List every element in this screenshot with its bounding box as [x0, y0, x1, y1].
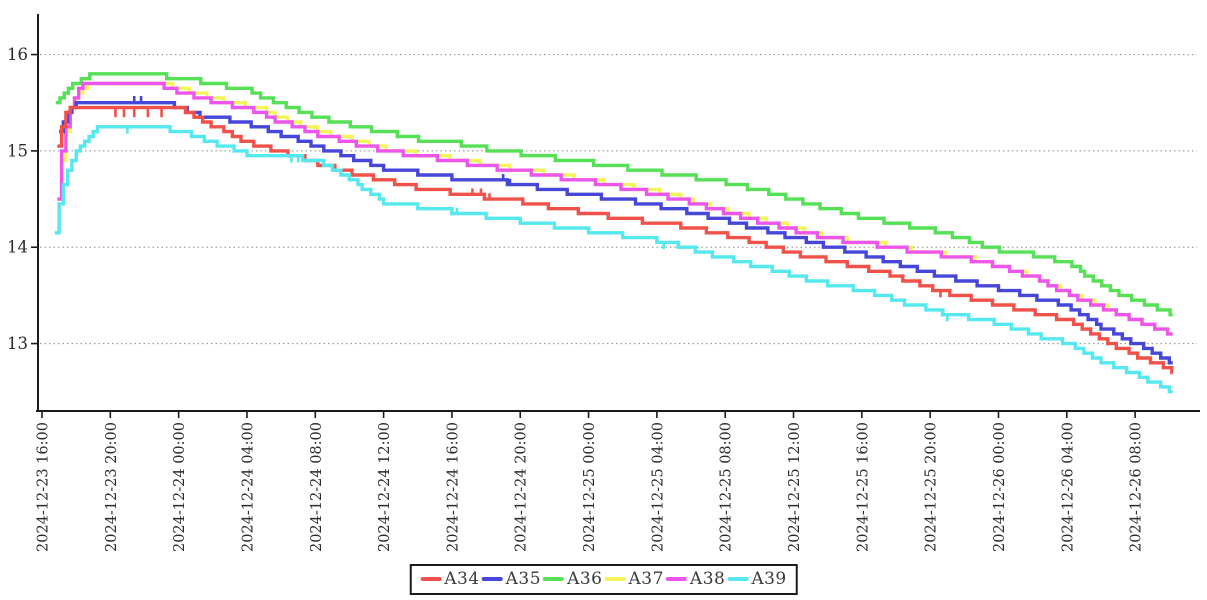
x-tick-label-16: 2024-12-26 08:00 [1129, 422, 1145, 552]
series-line-a35 [59, 101, 1173, 365]
legend-swatch-a38 [665, 577, 687, 581]
legend-label-a37: A37 [628, 569, 664, 589]
legend-item-a34: A34 [420, 568, 479, 590]
x-tick-label-7: 2024-12-24 20:00 [514, 422, 530, 552]
legend-swatch-a36 [543, 577, 565, 581]
legend-label-a39: A39 [751, 569, 787, 589]
legend-swatch-a39 [727, 577, 749, 581]
x-tick-label-2: 2024-12-24 00:00 [172, 422, 188, 552]
series-line-a36 [55, 72, 1173, 317]
legend-item-a39: A39 [727, 568, 786, 590]
x-tick-label-13: 2024-12-25 20:00 [924, 422, 940, 552]
legend-swatch-a37 [604, 577, 626, 581]
series-line-a37 [57, 81, 1173, 336]
legend-swatch-a35 [481, 577, 503, 581]
x-tick-label-1: 2024-12-23 20:00 [104, 422, 120, 552]
legend-label-a36: A36 [567, 569, 603, 589]
legend-swatch-a34 [420, 577, 442, 581]
x-tick-label-0: 2024-12-23 16:00 [36, 422, 52, 552]
legend-item-a35: A35 [481, 568, 542, 590]
x-tick-label-4: 2024-12-24 08:00 [309, 422, 325, 552]
x-tick-label-12: 2024-12-25 16:00 [855, 422, 871, 552]
legend-label-a35: A35 [505, 569, 542, 589]
legend: A34 A35 A36 A37 A38 A39 [409, 564, 798, 595]
x-tick-label-5: 2024-12-24 12:00 [377, 422, 393, 552]
series-line-a34 [57, 105, 1174, 375]
y-tick-label-14: 14 [7, 238, 28, 257]
x-tick-label-8: 2024-12-25 00:00 [582, 422, 598, 552]
legend-label-a34: A34 [444, 569, 480, 589]
x-tick-label-15: 2024-12-26 04:00 [1060, 422, 1076, 552]
x-tick-label-3: 2024-12-24 04:00 [240, 422, 256, 552]
y-tick-label-13: 13 [7, 334, 28, 353]
legend-item-a37: A37 [604, 568, 664, 590]
series-line-a39 [54, 125, 1173, 394]
x-tick-label-6: 2024-12-24 16:00 [445, 422, 461, 552]
legend-item-a36: A36 [543, 568, 602, 590]
series-line-a38 [57, 81, 1173, 336]
legend-label-a38: A38 [689, 569, 726, 589]
x-tick-label-14: 2024-12-26 00:00 [992, 422, 1008, 552]
y-tick-label-16: 16 [7, 45, 28, 64]
y-tick-label-15: 15 [7, 141, 28, 160]
x-tick-label-10: 2024-12-25 08:00 [719, 422, 735, 552]
x-tick-label-9: 2024-12-25 04:00 [650, 422, 666, 552]
x-tick-label-11: 2024-12-25 12:00 [787, 422, 803, 552]
legend-item-a38: A38 [665, 568, 726, 590]
